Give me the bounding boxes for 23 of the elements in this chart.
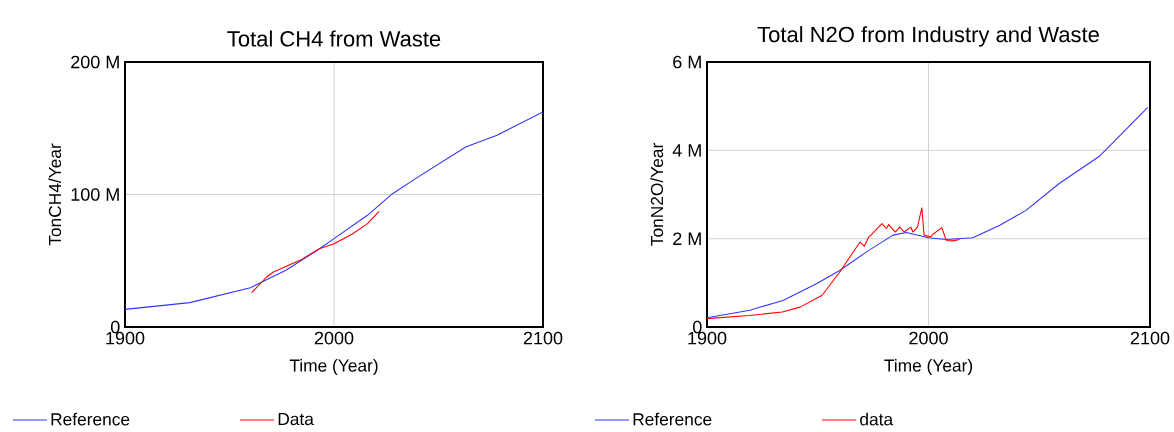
y-tick-label: 200 M	[71, 55, 119, 69]
x-tick-label: 2100	[523, 331, 563, 345]
chart-title: Total CH4 from Waste	[227, 30, 441, 47]
y-tick-label: 6 M	[673, 55, 701, 69]
y-tick-label: 4 M	[672, 144, 701, 157]
x-axis-title: Time (Year)	[289, 358, 378, 376]
x-tick-label: 2100	[1130, 331, 1170, 345]
y-tick-label: 2 M	[673, 232, 701, 245]
x-tick-label: 2000	[909, 331, 948, 345]
x-axis-title: Time (Year)	[884, 358, 973, 376]
line-series	[707, 106, 1149, 319]
x-tick-label: 2000	[314, 331, 354, 345]
y-axis-title: TonCH4/Year	[48, 143, 62, 246]
legend-label: Data	[278, 413, 314, 426]
line-series	[251, 210, 380, 294]
y-tick-label: 100 M	[71, 188, 119, 201]
legend-label: Reference	[51, 412, 130, 426]
legend-label: data	[860, 412, 894, 426]
legend-label: Reference	[633, 412, 712, 426]
y-axis-title: TonN2O/Year	[650, 143, 664, 246]
line-series	[707, 207, 961, 320]
line-series	[125, 111, 543, 310]
chart-title: Total N2O from Industry and Waste	[757, 26, 1099, 47]
